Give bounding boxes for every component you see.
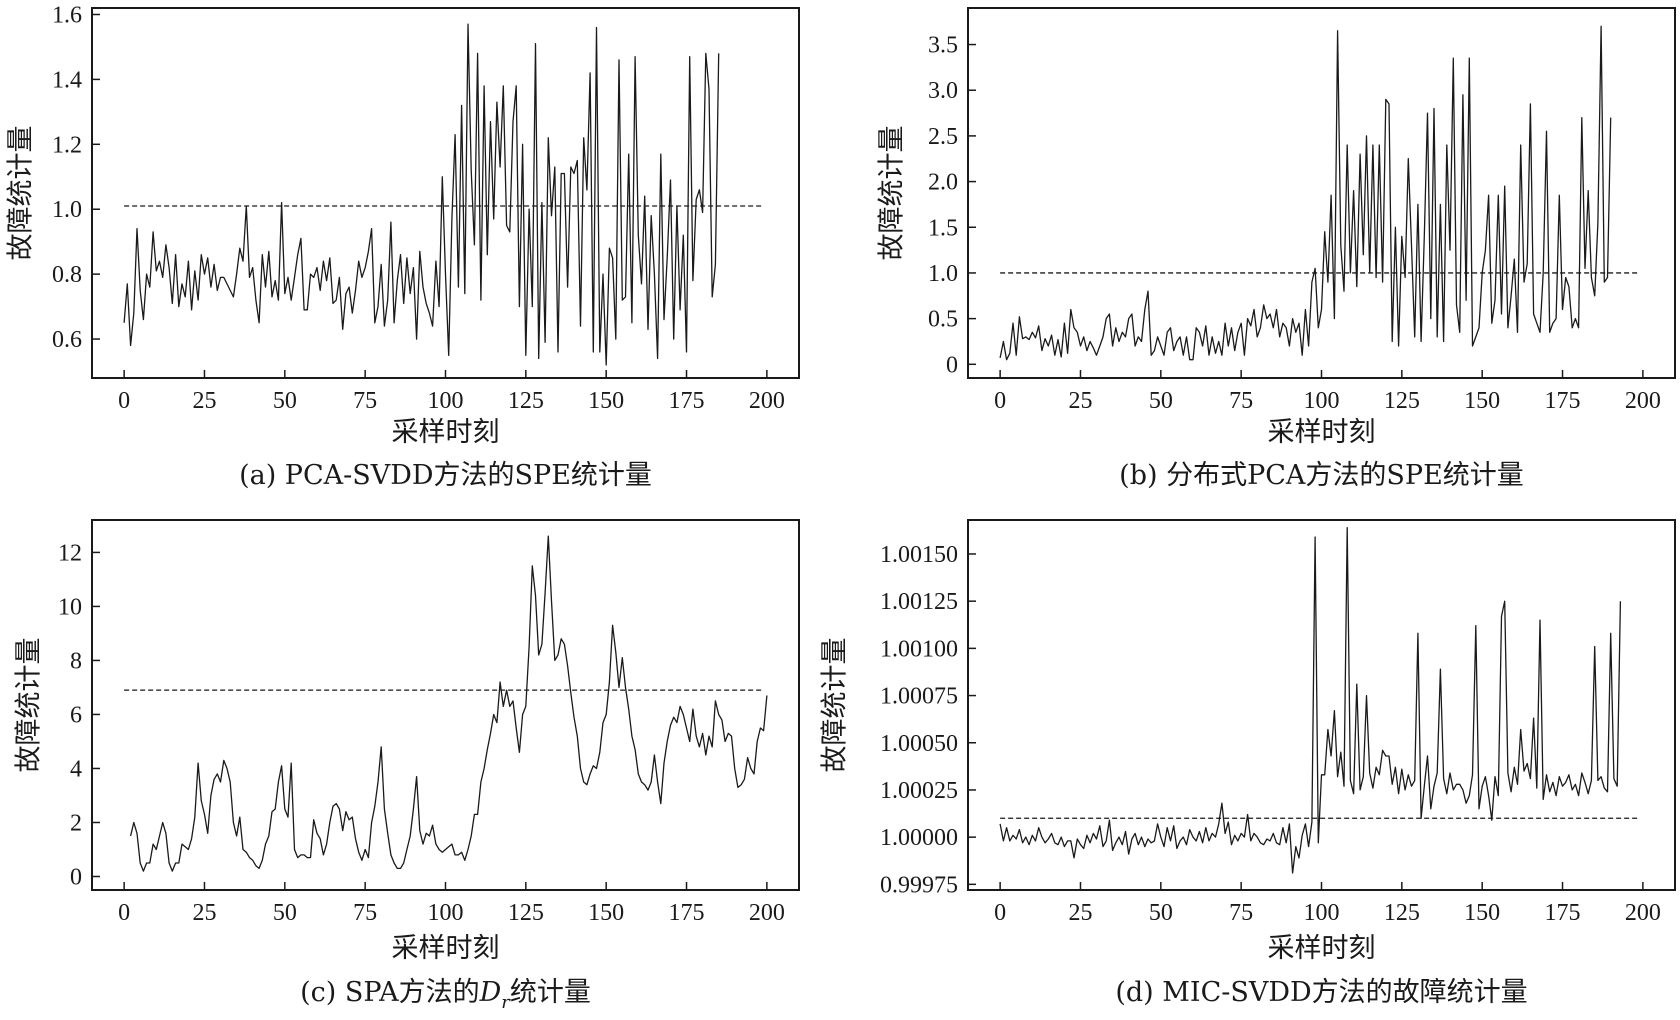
y-tick-label: 8	[70, 648, 82, 674]
series-line	[123, 23, 720, 366]
y-tick-label: 0	[70, 864, 82, 890]
y-axis-label: 故障统计量	[14, 638, 45, 773]
x-tick-label: 75	[353, 900, 377, 926]
series-line	[129, 535, 768, 872]
chart-caption: (b) 分布式PCA方法的SPE统计量	[1119, 460, 1524, 491]
x-tick-label: 200	[1625, 388, 1661, 414]
x-axis-label: 采样时刻	[1268, 933, 1376, 964]
series-line	[999, 526, 1622, 874]
x-tick-label: 125	[508, 388, 544, 414]
x-tick-label: 100	[1304, 388, 1340, 414]
x-tick-label: 25	[1068, 388, 1092, 414]
x-tick-label: 0	[118, 388, 130, 414]
y-tick-label: 1.00050	[880, 731, 958, 757]
y-axis-label: 故障统计量	[6, 126, 37, 261]
x-tick-label: 75	[353, 388, 377, 414]
y-tick-label: 6	[70, 702, 82, 728]
y-axis-label: 故障统计量	[877, 126, 908, 261]
y-tick-label: 1.2	[52, 132, 82, 158]
y-tick-label: 1.4	[52, 67, 82, 93]
x-tick-label: 50	[273, 900, 297, 926]
x-axis-label: 采样时刻	[392, 933, 500, 964]
y-tick-label: 1.00125	[880, 589, 958, 615]
x-tick-label: 125	[508, 900, 544, 926]
y-tick-label: 4	[70, 756, 82, 782]
chart-caption: (c) SPA方法的Dr统计量	[300, 977, 591, 1013]
y-tick-label: 1.0	[52, 197, 82, 223]
y-tick-label: 0.8	[52, 262, 82, 288]
chart-caption: (a) PCA-SVDD方法的SPE统计量	[239, 460, 652, 491]
x-tick-label: 50	[273, 388, 297, 414]
chart-panel-d: 0 25 50 75 100 125 150 175 200 0.99975 1.00000 1.00…	[820, 519, 1676, 1008]
x-tick-label: 175	[1545, 900, 1581, 926]
y-tick-label: 0.5	[928, 307, 958, 333]
y-tick-label: 1.00100	[880, 636, 958, 662]
chart-panel-c: 0 25 50 75 100 125 150 175 200 0 2 4 6 8 10 12 采样时刻 故障统计量…	[14, 519, 800, 1013]
x-tick-label: 150	[588, 388, 624, 414]
x-tick-label: 25	[192, 900, 216, 926]
x-tick-label: 175	[1545, 388, 1581, 414]
x-tick-label: 150	[1464, 388, 1500, 414]
y-tick-label: 0	[946, 352, 958, 378]
x-tick-label: 75	[1229, 900, 1253, 926]
x-axis-label: 采样时刻	[1268, 417, 1376, 448]
x-tick-label: 0	[994, 900, 1006, 926]
y-tick-label: 0.99975	[880, 872, 958, 898]
x-tick-label: 100	[428, 388, 464, 414]
y-tick-label: 1.5	[928, 215, 958, 241]
y-axis-label: 故障统计量	[820, 638, 851, 773]
y-tick-label: 1.0	[928, 261, 958, 287]
x-axis-label: 采样时刻	[392, 417, 500, 448]
x-tick-label: 0	[994, 388, 1006, 414]
chart-panel-a: 0 25 50 75 100 125 150 175 200 0.6 0.8 1.0 1.2 1.4 1.6…	[6, 2, 800, 491]
x-tick-label: 50	[1149, 900, 1173, 926]
x-tick-label: 50	[1149, 388, 1173, 414]
y-tick-label: 2.5	[928, 124, 958, 150]
x-tick-label: 75	[1229, 388, 1253, 414]
x-tick-label: 100	[428, 900, 464, 926]
y-tick-label: 1.00000	[880, 825, 958, 851]
plot-frame	[967, 7, 1676, 379]
series-line	[999, 25, 1612, 361]
y-tick-label: 10	[58, 594, 82, 620]
y-tick-label: 1.00075	[880, 684, 958, 710]
y-tick-label: 0.6	[52, 327, 82, 353]
x-tick-label: 25	[192, 388, 216, 414]
x-tick-label: 125	[1384, 900, 1420, 926]
x-tick-label: 25	[1068, 900, 1092, 926]
y-tick-label: 2	[70, 810, 82, 836]
y-tick-label: 12	[58, 540, 82, 566]
chart-caption: (d) MIC-SVDD方法的故障统计量	[1115, 977, 1527, 1008]
x-tick-label: 175	[669, 900, 705, 926]
y-tick-label: 3.0	[928, 78, 958, 104]
x-tick-label: 150	[1464, 900, 1500, 926]
x-tick-label: 175	[669, 388, 705, 414]
x-tick-label: 150	[588, 900, 624, 926]
x-tick-label: 100	[1304, 900, 1340, 926]
x-tick-label: 200	[749, 900, 785, 926]
y-tick-label: 2.0	[928, 170, 958, 196]
plot-frame	[91, 519, 800, 891]
plot-frame	[967, 519, 1676, 891]
x-tick-label: 0	[118, 900, 130, 926]
x-tick-label: 125	[1384, 388, 1420, 414]
x-tick-label: 200	[749, 388, 785, 414]
y-tick-label: 3.5	[928, 33, 958, 59]
y-tick-label: 1.00025	[880, 778, 958, 804]
y-tick-label: 1.6	[52, 2, 82, 28]
plot-frame	[91, 7, 800, 379]
x-tick-label: 200	[1625, 900, 1661, 926]
chart-panel-b: 0 25 50 75 100 125 150 175 200 0 0.5 1.0 1.5 2.0 2.5 3.…	[877, 7, 1676, 491]
y-tick-label: 1.00150	[880, 542, 958, 568]
